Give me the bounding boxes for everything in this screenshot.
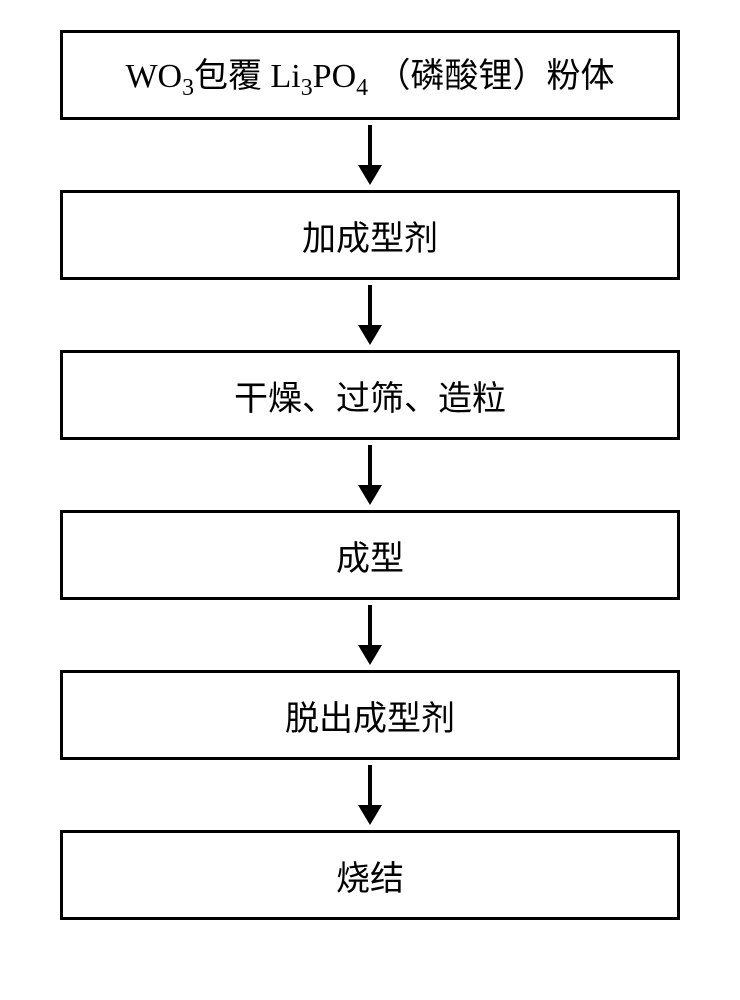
step-1-sub2: 3: [301, 75, 313, 101]
arrow-head-icon: [358, 485, 382, 505]
step-1-text: WO3包覆 Li3PO4 （磷酸锂）粉体: [125, 48, 614, 102]
step-4-text: 成型: [336, 531, 404, 580]
arrow-1: [358, 125, 382, 185]
arrow-head-icon: [358, 645, 382, 665]
flowchart-step-5: 脱出成型剂: [60, 670, 680, 760]
arrow-head-icon: [358, 805, 382, 825]
arrow-3: [358, 445, 382, 505]
flowchart-step-3: 干燥、过筛、造粒: [60, 350, 680, 440]
arrow-shaft-icon: [368, 605, 372, 645]
step-1-suffix: （磷酸锂）粉体: [368, 58, 615, 95]
step-1-sub1: 3: [182, 75, 194, 101]
arrow-shaft-icon: [368, 445, 372, 485]
arrow-shaft-icon: [368, 765, 372, 805]
arrow-4: [358, 605, 382, 665]
arrow-5: [358, 765, 382, 825]
arrow-shaft-icon: [368, 125, 372, 165]
arrow-2: [358, 285, 382, 345]
step-5-text: 脱出成型剂: [285, 691, 455, 740]
step-1-mid: 包覆 Li: [194, 58, 301, 95]
step-6-text: 烧结: [336, 851, 404, 900]
step-1-mid2: PO: [313, 58, 356, 95]
flowchart-step-1: WO3包覆 Li3PO4 （磷酸锂）粉体: [60, 30, 680, 120]
flowchart-step-2: 加成型剂: [60, 190, 680, 280]
step-1-sub3: 4: [356, 75, 368, 101]
arrow-head-icon: [358, 325, 382, 345]
step-1-prefix: WO: [125, 58, 182, 95]
flowchart-step-6: 烧结: [60, 830, 680, 920]
flowchart-step-4: 成型: [60, 510, 680, 600]
step-2-text: 加成型剂: [302, 211, 438, 260]
step-3-text: 干燥、过筛、造粒: [234, 371, 506, 420]
arrow-head-icon: [358, 165, 382, 185]
arrow-shaft-icon: [368, 285, 372, 325]
